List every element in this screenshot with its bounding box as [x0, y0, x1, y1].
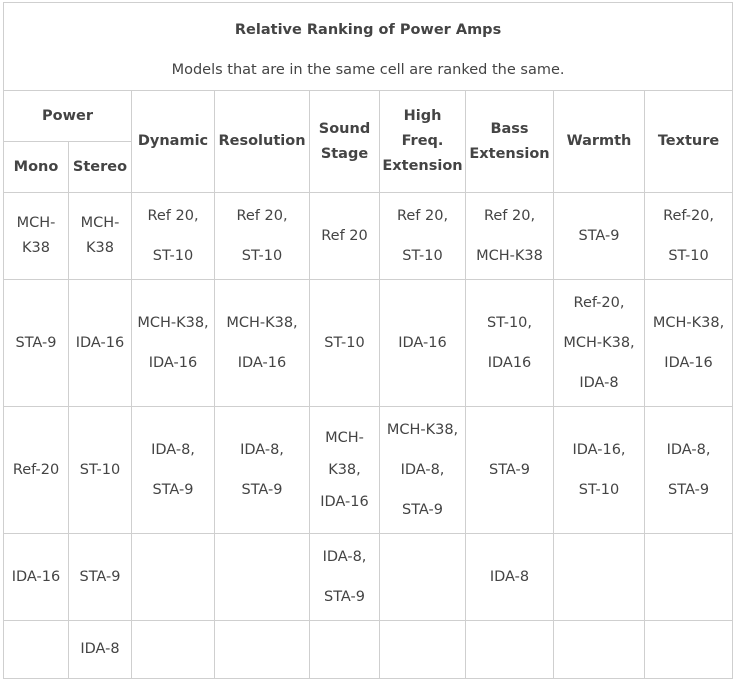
cell-mono: Ref-20	[3, 406, 69, 534]
header-warmth: Warmth	[553, 90, 645, 193]
cell-dynamic	[131, 533, 215, 621]
cell-resolution	[214, 533, 310, 621]
table-row: STA-9 IDA-16 MCH-K38, IDA-16 MCH-K38, ID…	[3, 279, 734, 407]
cell-dynamic	[131, 620, 215, 679]
cell-resolution: IDA-8, STA-9	[214, 406, 310, 534]
header-dynamic: Dynamic	[131, 90, 215, 193]
header-texture: Texture	[643, 90, 734, 193]
table-row: Ref-20 ST-10 IDA-8, STA-9 IDA-8, STA-9 M…	[3, 406, 734, 534]
cell-mono: IDA-16	[3, 533, 69, 621]
header-sound-stage: Sound Stage	[309, 90, 380, 193]
table-title: Relative Ranking of Power Amps	[234, 22, 502, 38]
cell-high-freq	[379, 533, 466, 621]
cell-warmth: STA-9	[553, 192, 645, 280]
cell-sound-stage	[309, 620, 380, 679]
table-row: IDA-16 STA-9 IDA-8, STA-9 IDA-8	[3, 533, 734, 621]
table-row: MCH- K38 MCH- K38 Ref 20, ST-10 Ref 20, …	[3, 192, 734, 280]
cell-warmth	[553, 620, 645, 679]
header-high-freq: High Freq. Extension	[379, 90, 466, 193]
header-power: Power	[3, 90, 132, 142]
cell-sound-stage: IDA-8, STA-9	[309, 533, 380, 621]
header-bass: Bass Extension	[465, 90, 554, 193]
cell-stereo: MCH- K38	[68, 192, 132, 280]
cell-high-freq: MCH-K38, IDA-8, STA-9	[379, 406, 466, 534]
cell-warmth: IDA-16, ST-10	[553, 406, 645, 534]
cell-bass: Ref 20, MCH-K38	[465, 192, 554, 280]
cell-warmth: Ref-20, MCH-K38, IDA-8	[553, 279, 645, 407]
cell-texture	[643, 620, 734, 679]
cell-bass	[465, 620, 554, 679]
cell-texture	[643, 533, 734, 621]
cell-mono	[3, 620, 69, 679]
cell-bass: IDA-8	[465, 533, 554, 621]
cell-sound-stage: ST-10	[309, 279, 380, 407]
cell-sound-stage: MCH- K38, IDA-16	[309, 406, 380, 534]
cell-high-freq: Ref 20, ST-10	[379, 192, 466, 280]
cell-resolution: Ref 20, ST-10	[214, 192, 310, 280]
cell-dynamic: Ref 20, ST-10	[131, 192, 215, 280]
cell-mono: MCH- K38	[3, 192, 69, 280]
cell-texture: Ref-20, ST-10	[643, 192, 734, 280]
header-stereo: Stereo	[68, 141, 132, 193]
cell-high-freq: IDA-16	[379, 279, 466, 407]
cell-bass: STA-9	[465, 406, 554, 534]
cell-stereo: ST-10	[68, 406, 132, 534]
cell-dynamic: MCH-K38, IDA-16	[131, 279, 215, 407]
cell-stereo: IDA-8	[68, 620, 132, 679]
cell-high-freq	[379, 620, 466, 679]
header-mono: Mono	[3, 141, 69, 193]
table-subtitle: Models that are in the same cell are ran…	[171, 62, 565, 78]
cell-texture: MCH-K38, IDA-16	[643, 279, 734, 407]
table-caption: Relative Ranking of Power Amps Models th…	[2, 2, 734, 91]
cell-stereo: STA-9	[68, 533, 132, 621]
cell-dynamic: IDA-8, STA-9	[131, 406, 215, 534]
cell-sound-stage: Ref 20	[309, 192, 380, 280]
cell-bass: ST-10, IDA16	[465, 279, 554, 407]
table-row: IDA-8	[3, 620, 734, 679]
header-resolution: Resolution	[214, 90, 310, 193]
cell-stereo: IDA-16	[68, 279, 132, 407]
cell-resolution	[214, 620, 310, 679]
cell-texture: IDA-8, STA-9	[643, 406, 734, 534]
cell-mono: STA-9	[3, 279, 69, 407]
cell-resolution: MCH-K38, IDA-16	[214, 279, 310, 407]
cell-warmth	[553, 533, 645, 621]
